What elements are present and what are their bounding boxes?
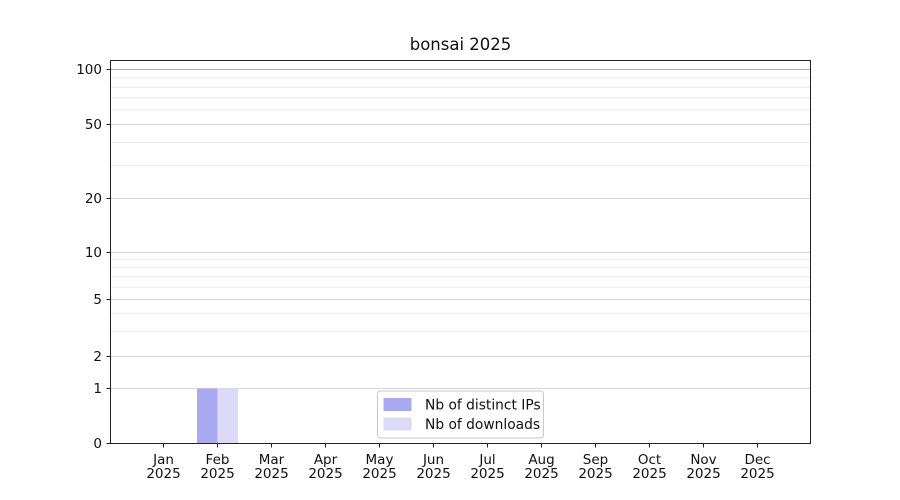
x-tick-label-month: Jul (478, 452, 495, 468)
x-tick-label-year: 2025 (632, 466, 666, 482)
y-tick-label: 0 (93, 436, 102, 452)
y-tick-label: 10 (85, 245, 102, 261)
x-tick-label-year: 2025 (308, 466, 342, 482)
x-tick-label-month: Sep (583, 452, 608, 468)
legend-label: Nb of downloads (425, 417, 540, 433)
x-tick-label-month: Feb (206, 452, 230, 468)
x-tick-label-year: 2025 (470, 466, 504, 482)
x-tick-label-month: Mar (259, 452, 285, 468)
legend-box (377, 390, 544, 439)
x-tick-label-year: 2025 (362, 466, 396, 482)
y-tick-label: 50 (85, 117, 102, 133)
x-tick-label-year: 2025 (686, 466, 720, 482)
x-tick-label-year: 2025 (200, 466, 234, 482)
y-tick-label: 100 (76, 62, 102, 78)
x-tick-label-year: 2025 (740, 466, 774, 482)
legend-swatch-downloads (383, 417, 412, 431)
x-tick-label-year: 2025 (524, 466, 558, 482)
x-tick-label-month: Dec (744, 452, 770, 468)
y-tick-label: 20 (85, 191, 102, 207)
y-tick-label: 2 (93, 349, 102, 365)
bar-distinct-ips (197, 388, 218, 444)
y-tick-label: 1 (93, 381, 102, 397)
y-tick-label: 5 (93, 292, 102, 308)
legend-swatch-distinct-ips (383, 398, 412, 411)
x-tick-label-year: 2025 (254, 466, 288, 482)
x-tick-label-month: Jun (422, 452, 444, 468)
x-tick-label-month: Oct (638, 452, 661, 468)
x-tick-label-year: 2025 (416, 466, 450, 482)
x-tick-label-month: Aug (528, 452, 554, 468)
x-tick-label-month: Jan (152, 452, 174, 468)
chart-title: bonsai 2025 (410, 35, 512, 54)
x-tick-label-year: 2025 (578, 466, 612, 482)
bar-downloads (217, 388, 238, 444)
x-tick-label-month: Apr (314, 452, 338, 468)
x-tick-label-month: May (366, 452, 394, 468)
x-tick-label-year: 2025 (146, 466, 180, 482)
legend-label: Nb of distinct IPs (425, 397, 541, 413)
x-tick-label-month: Nov (690, 452, 716, 468)
